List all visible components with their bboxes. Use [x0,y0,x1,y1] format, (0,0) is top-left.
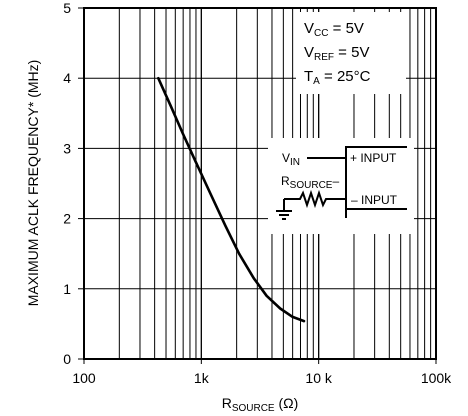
inset-background [268,138,414,234]
x-axis-label-unit: (Ω) [275,395,299,411]
condition-ta: TA = 25°C [304,68,371,87]
conditions-background [296,12,406,94]
x-tick-label: 1k [194,370,210,386]
x-axis-label: RSOURCE (Ω) [222,395,299,414]
plus-input-label: + INPUT [350,151,397,165]
minus-input-label: – INPUT [351,193,398,207]
y-axis-label: MAXIMUM ACLK FREQUENCY* (MHz) [25,60,41,307]
y-tick-label: 0 [63,351,71,367]
series-line [157,76,306,323]
y-tick-label: 2 [63,211,71,227]
y-tick-label: 4 [63,70,71,86]
x-axis-label-main: R [222,395,232,411]
condition-vref: VREF = 5V [304,44,369,63]
data-series [157,76,306,323]
inset-rsource-label: RSOURCE– [281,174,339,191]
resistor-symbol [284,189,345,209]
x-tick-label: 100k [421,370,452,386]
inset-circuit: VIN + INPUT – INPUT RSOURCE– [268,138,414,234]
x-tick-label: 100 [72,370,96,386]
condition-vcc: VCC = 5V [304,20,364,39]
x-tick-label: 10 k [305,370,332,386]
y-tick-label: 5 [63,0,71,16]
tick-labels: 100 1k 10 k 100k 0 1 2 3 4 5 [63,0,452,386]
x-axis-label-sub: SOURCE [232,403,275,414]
inset-vin-label: VIN [282,151,300,168]
plot-frame [83,7,437,360]
y-tick-label: 1 [63,281,71,297]
y-tick-label: 3 [63,140,71,156]
